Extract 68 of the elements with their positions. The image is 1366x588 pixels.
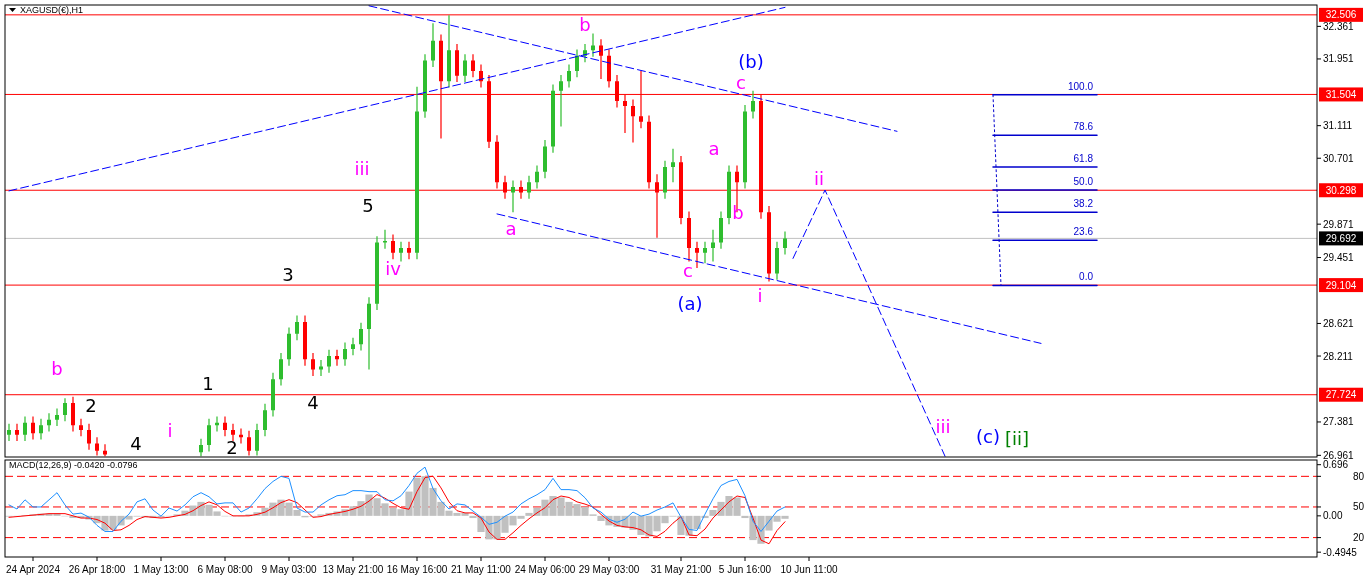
annotation: b [579,14,591,35]
annotation: 3 [282,264,294,285]
series-label: 23.6 [1073,226,1094,238]
x-tick-label: 13 May 21:00 [322,564,384,575]
x-tick-label: 16 May 16:00 [386,564,448,575]
annotation: (b) [738,51,764,72]
ref-line-label: 27.724 [1325,389,1357,401]
ref-line-label: 29.104 [1325,279,1357,291]
annotation: (c) [976,426,1000,447]
annotation: ii [813,168,825,189]
x-tick-label: 9 May 03:00 [261,564,317,575]
annotation: b [732,202,744,223]
annotation: 2 [85,395,97,416]
series-label: 100.0 [1067,80,1094,92]
x-tick-label: 5 Jun 16:00 [718,564,772,575]
series-label: 38.2 [1073,198,1094,210]
annotation: 5 [362,195,374,216]
y-tick-label: 28.211 [1323,350,1354,362]
annotation: (a) [677,293,703,314]
chart-title: XAGUSD(€),H1 [20,5,84,15]
series-label: 50.0 [1073,176,1094,188]
ref-line-label: 31.504 [1325,88,1357,100]
annotation: iv [385,258,402,279]
y-tick-label: -0.4945 [1323,546,1358,558]
annotation: c [736,72,746,93]
series-label: 78.6 [1073,121,1094,133]
y2-tick-label: 20 [1353,532,1365,544]
annotation: a [708,138,720,159]
ref-line-label: 32.506 [1325,9,1357,21]
annotation: i [167,420,173,441]
annotation: 4 [130,433,142,454]
series-label: 0.0 [1079,271,1094,283]
ref-line-label: 30.298 [1325,184,1357,196]
x-tick-label: 24 May 06:00 [514,564,576,575]
y-tick-label: 31.111 [1323,120,1353,132]
annotation: b [51,358,63,379]
annotation: 1 [202,373,214,394]
y2-tick-label: 80 [1353,470,1365,482]
series-label: 61.8 [1073,153,1094,165]
y-tick-label: 0.696 [1323,459,1349,471]
annotation: 2 [226,437,238,458]
ref-line-label: 29.692 [1325,232,1357,244]
x-tick-label: 26 Apr 18:00 [68,564,126,575]
y-tick-label: 0.00 [1323,510,1343,522]
y-tick-label: 32.361 [1323,20,1355,32]
x-tick-label: 29 May 03:00 [578,564,640,575]
y-tick-label: 26.961 [1323,449,1355,461]
y-tick-label: 29.451 [1323,252,1355,264]
annotation: 4 [307,392,319,413]
x-tick-label: 10 Jun 11:00 [780,564,838,575]
x-tick-label: 1 May 13:00 [133,564,189,575]
annotation: i [757,285,763,306]
annotation: a [505,218,517,239]
x-tick-label: 21 May 11:00 [451,564,512,575]
y2-tick-label: 50 [1353,501,1365,513]
y-tick-label: 31.951 [1323,53,1355,65]
y-tick-label: 27.381 [1323,416,1355,428]
chart-title: MACD(12,26,9) -0.0420 -0.0796 [9,460,138,470]
y-tick-label: 30.701 [1323,152,1355,164]
x-tick-label: 6 May 08:00 [197,564,253,575]
annotation: c [683,260,693,281]
annotation: iii [354,158,370,179]
y-tick-label: 29.871 [1323,218,1355,230]
annotation: iii [935,416,951,437]
x-tick-label: 24 Apr 2024 [6,564,61,575]
annotation: [ii] [1004,428,1030,449]
x-tick-label: 31 May 21:00 [650,564,712,575]
y-tick-label: 28.621 [1323,317,1355,329]
